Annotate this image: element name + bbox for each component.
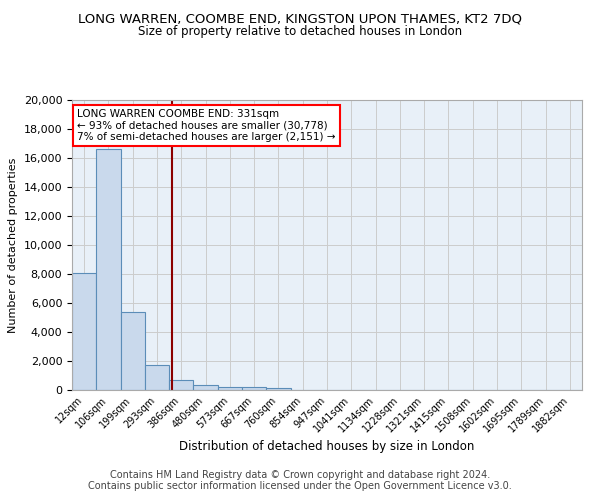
Text: LONG WARREN, COOMBE END, KINGSTON UPON THAMES, KT2 7DQ: LONG WARREN, COOMBE END, KINGSTON UPON T… [78,12,522,26]
Text: LONG WARREN COOMBE END: 331sqm
← 93% of detached houses are smaller (30,778)
7% : LONG WARREN COOMBE END: 331sqm ← 93% of … [77,108,335,142]
Bar [72,274,96,390]
X-axis label: Distribution of detached houses by size in London: Distribution of detached houses by size … [179,440,475,452]
Bar [218,386,242,390]
Text: Contains public sector information licensed under the Open Government Licence v3: Contains public sector information licen… [88,481,512,491]
Bar [145,364,169,390]
Bar [193,384,218,390]
Bar [96,150,121,390]
Y-axis label: Number of detached properties: Number of detached properties [8,158,18,332]
Text: Size of property relative to detached houses in London: Size of property relative to detached ho… [138,25,462,38]
Text: Contains HM Land Registry data © Crown copyright and database right 2024.: Contains HM Land Registry data © Crown c… [110,470,490,480]
Bar [242,388,266,390]
Bar [169,380,193,390]
Bar [266,388,290,390]
Bar [121,312,145,390]
